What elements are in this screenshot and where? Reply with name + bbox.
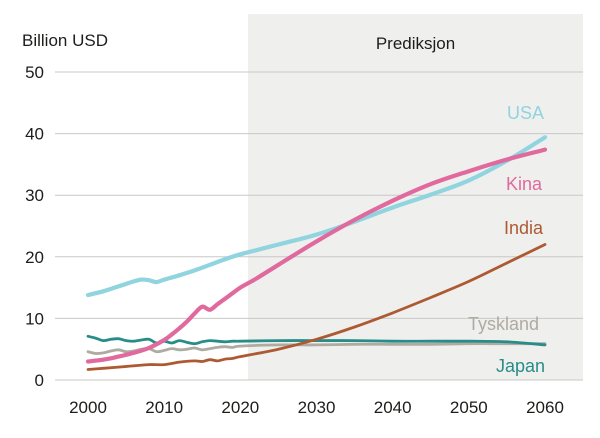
- y-tick-label: 10: [25, 309, 44, 328]
- series-line-india: [86, 243, 547, 371]
- y-tick-label: 40: [25, 125, 44, 144]
- y-tick-label: 20: [25, 248, 44, 267]
- x-tick-label: 2060: [526, 398, 564, 417]
- series-line-japan: [86, 334, 547, 347]
- x-tick-label: 2000: [69, 398, 107, 417]
- y-tick-label: 30: [25, 186, 44, 205]
- x-tick-label: 2050: [450, 398, 488, 417]
- series-line-usa: [85, 135, 548, 298]
- series-label-japan: Japan: [496, 356, 546, 376]
- x-tick-label: 2020: [221, 398, 259, 417]
- prediction-region: [247, 14, 583, 380]
- y-tick-label: 0: [35, 371, 44, 390]
- series-label-india: India: [504, 218, 544, 238]
- y-tick-label: 50: [25, 63, 44, 82]
- gridlines: [55, 71, 583, 381]
- series-lines: [85, 135, 548, 371]
- series-label-tyskland: Tyskland: [468, 314, 540, 334]
- prediction-region-label: Prediksjon: [375, 34, 456, 53]
- series-line-kina: [85, 147, 548, 364]
- series-line-tyskland: [86, 342, 547, 355]
- x-tick-label: 2040: [374, 398, 412, 417]
- x-tick-label: 2030: [298, 398, 336, 417]
- series-label-usa: USA: [507, 103, 545, 123]
- x-tick-label: 2010: [145, 398, 183, 417]
- series-label-kina: Kina: [506, 174, 543, 194]
- chart-title: Billion USD: [22, 31, 108, 50]
